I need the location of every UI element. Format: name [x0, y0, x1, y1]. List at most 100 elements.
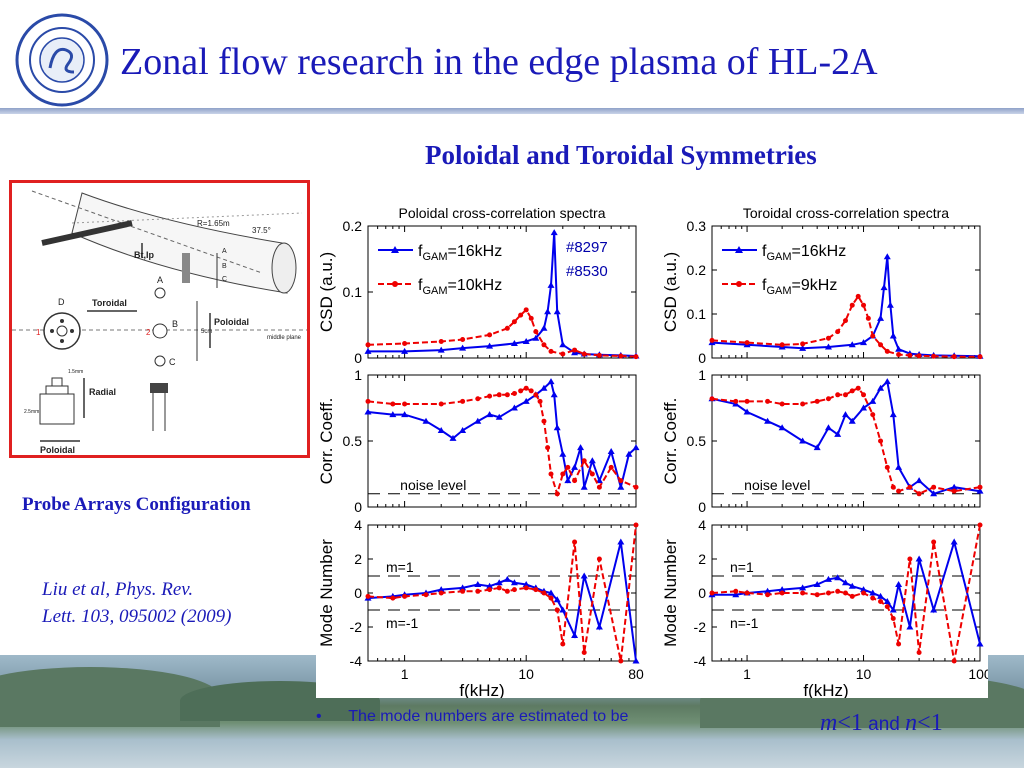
data-point — [475, 588, 481, 594]
data-point — [401, 411, 409, 418]
slide-subtitle: Poloidal and Toroidal Symmetries — [425, 140, 817, 170]
y-tick-label: 2 — [698, 551, 706, 567]
data-point — [764, 417, 772, 424]
data-point — [950, 483, 958, 490]
probe-label-d: D — [58, 297, 65, 307]
shot-number-label: #8297 — [566, 239, 608, 256]
poloidal-coherence-series-blue-line — [367, 379, 637, 488]
data-point — [916, 353, 922, 359]
data-point — [504, 325, 510, 331]
data-point — [976, 487, 984, 494]
data-point — [559, 450, 567, 457]
data-point — [877, 314, 885, 321]
data-point — [825, 335, 831, 341]
poloidal-mode-number-chart: -4 -2 0 2 4 1 10 80 Mode Number f(kHz) m=1 m=-1 — [317, 517, 644, 700]
data-point — [886, 301, 894, 308]
data-point — [523, 385, 529, 391]
data-point — [496, 585, 502, 591]
toroidal-coherence-series-blue-line — [711, 379, 981, 495]
data-point — [744, 590, 750, 596]
toroidal-csd-ylabel: CSD (a.u.) — [661, 252, 680, 332]
data-point — [930, 490, 938, 497]
slide-title: Zonal flow research in the edge plasma o… — [120, 41, 878, 83]
legend-marker — [736, 281, 742, 287]
data-point — [865, 315, 871, 321]
data-point — [390, 595, 396, 601]
data-point — [907, 352, 913, 358]
middle-plane-label: middle plane — [267, 335, 302, 341]
data-point — [861, 590, 867, 596]
data-point — [814, 398, 820, 404]
data-point — [553, 308, 561, 315]
y-tick-label: 1 — [698, 367, 706, 383]
data-point — [553, 596, 561, 603]
mode-reference-label: m=-1 — [386, 615, 419, 631]
data-point — [896, 641, 902, 647]
data-point — [841, 579, 849, 586]
data-point — [565, 464, 571, 470]
data-point — [533, 329, 539, 335]
y-tick-label: -4 — [694, 653, 707, 669]
data-point — [541, 590, 547, 596]
data-point — [834, 574, 842, 581]
data-point — [878, 342, 884, 348]
toroidal-mode-number-series-blue-line — [712, 538, 981, 645]
data-point — [541, 342, 547, 348]
formula: m<1 and n<1 — [820, 710, 943, 737]
data-point — [495, 413, 503, 420]
y-tick-label: 0.5 — [687, 433, 707, 449]
data-point — [890, 616, 896, 621]
data-point — [564, 477, 572, 484]
data-point — [572, 478, 578, 484]
poloidal-csd-title: Poloidal cross-correlation spectra — [399, 205, 606, 221]
data-point — [588, 457, 596, 464]
data-point — [365, 398, 371, 404]
y-tick-label: 0 — [698, 499, 706, 515]
x-tick-label: 10 — [518, 666, 534, 682]
data-point — [580, 483, 588, 490]
data-point — [510, 404, 518, 411]
probe-label-b-top: B — [222, 263, 227, 270]
toroidal-mode-number-xlabel: f(kHz) — [803, 681, 848, 698]
toroidal-coherence-chart: 0 0.5 1 Corr. Coeff. noise level — [661, 367, 984, 515]
poloidal-mode-number-series-red-line — [367, 524, 637, 662]
poloidal-coherence-series-red-line — [367, 387, 637, 498]
data-point — [459, 584, 467, 591]
poloidal-coherence-ylabel: Corr. Coeff. — [317, 398, 336, 485]
data-point — [825, 590, 831, 596]
data-point — [976, 640, 984, 647]
data-point — [977, 522, 983, 528]
data-point — [825, 396, 831, 402]
data-point — [915, 477, 923, 484]
data-point — [977, 484, 983, 490]
data-point — [884, 604, 890, 610]
data-point — [633, 484, 639, 490]
data-point — [389, 411, 397, 418]
data-point — [869, 589, 877, 596]
probe-label-b: B — [172, 319, 178, 329]
data-point — [884, 348, 890, 354]
data-point — [878, 438, 884, 444]
data-point — [547, 378, 555, 385]
data-point — [709, 590, 715, 596]
poloidal-label: Poloidal — [214, 317, 249, 327]
data-point — [880, 284, 888, 291]
angle-label: 37.5° — [252, 226, 271, 235]
data-point — [548, 595, 554, 601]
major-radius-label: R=1.65m — [197, 219, 230, 228]
data-point — [596, 484, 602, 490]
formula-m: m — [820, 710, 838, 736]
data-point — [896, 488, 902, 494]
data-point — [496, 392, 502, 398]
data-point — [607, 448, 615, 455]
data-point — [510, 579, 518, 586]
data-point — [554, 607, 560, 613]
data-point — [402, 593, 408, 599]
toroidal-mode-number-chart: -4 -2 0 2 4 1 10 100 Mode Number f(kHz) n=1 n=-1 — [661, 517, 992, 700]
x-tick-label: 80 — [628, 666, 644, 682]
data-point — [861, 302, 867, 308]
legend-label: fGAM=9kHz — [762, 277, 837, 297]
poloidal-coherence-chart: 0 0.5 1 Corr. Coeff. noise level — [317, 367, 640, 515]
data-point — [950, 538, 958, 545]
y-tick-label: 0.1 — [687, 306, 707, 322]
